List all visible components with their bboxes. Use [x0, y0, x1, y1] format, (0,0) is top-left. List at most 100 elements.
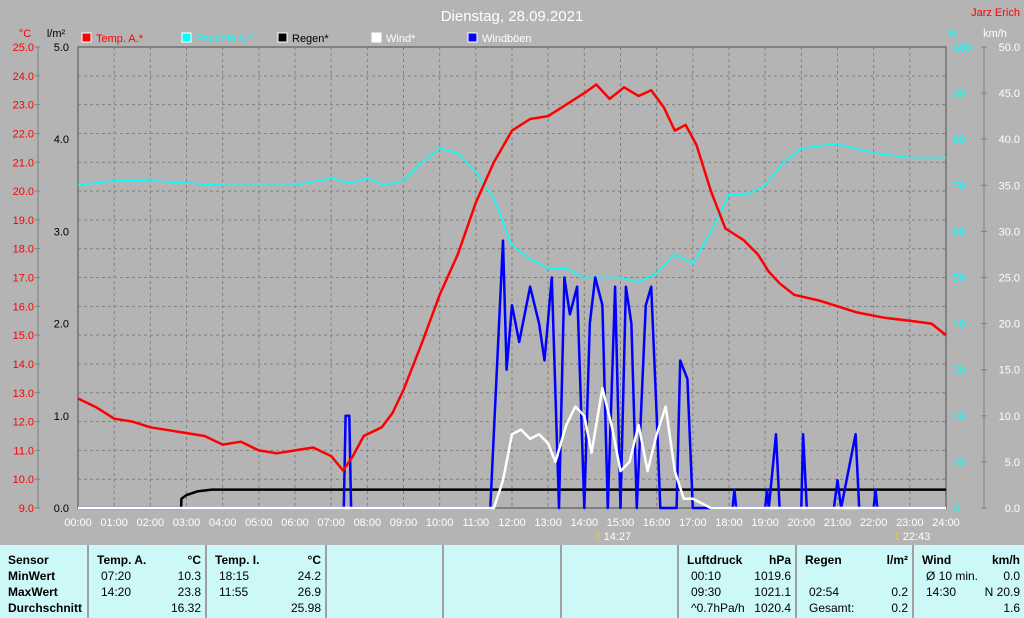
- humidity-tick-label: 10: [953, 457, 965, 469]
- x-tick-label: 09:00: [390, 517, 418, 529]
- column-header: Temp. I.: [215, 553, 260, 567]
- row-label-max: MaxWert: [8, 585, 58, 599]
- temp-tick-label: 24.0: [13, 71, 34, 83]
- x-tick-label: 02:00: [137, 517, 165, 529]
- legend-label: Windböen: [482, 33, 532, 45]
- humidity-tick-label: 50: [953, 273, 965, 285]
- weather-chart: Dienstag, 28.09.2021 Jarz Erich °C l/m² …: [13, 7, 1020, 543]
- x-tick-label: 03:00: [173, 517, 201, 529]
- sensor-column: Sensor MinWert MaxWert Durchschnitt: [0, 545, 87, 618]
- cell-time: ^0.7hPa/h: [691, 601, 745, 615]
- x-tick-label: 18:00: [715, 517, 743, 529]
- annotation-time: 14:27: [604, 531, 632, 543]
- wind-column: Wind km/h Ø 10 min. 0.0 14:30 N 20.9 1.6: [912, 545, 1024, 618]
- humidity-tick-label: 40: [953, 319, 965, 331]
- legend-swatch: [277, 32, 288, 43]
- axis-ticks: 00:00 01:00 02:00 03:00 04:00 05:00 06:00 07:00…: [13, 42, 1020, 529]
- temp-tick-label: 22.0: [13, 128, 34, 140]
- legend-label: Regen*: [292, 33, 329, 45]
- x-tick-label: 24:00: [932, 517, 960, 529]
- empty-column: [325, 545, 442, 618]
- temp-tick-label: 13.0: [13, 388, 34, 400]
- x-tick-label: 04:00: [209, 517, 237, 529]
- cell-value: 26.9: [297, 585, 321, 599]
- statistics-table: Sensor MinWert MaxWert Durchschnitt Temp…: [0, 545, 1024, 618]
- column-header: Wind: [922, 553, 952, 567]
- cell-value: 10.3: [177, 569, 201, 583]
- series-line-tempa: [77, 83, 947, 472]
- cell-value: 24.2: [297, 569, 321, 583]
- wind-tick-label: 15.0: [999, 365, 1020, 377]
- column-unit: l/m²: [886, 553, 908, 567]
- cell-time: 07:20: [101, 569, 132, 583]
- temp-tick-label: 25.0: [13, 42, 34, 54]
- cell-time: 18:15: [219, 569, 250, 583]
- column-header: Regen: [805, 553, 842, 567]
- cell-time: 14:30: [926, 585, 957, 599]
- x-tick-label: 14:00: [571, 517, 599, 529]
- humidity-tick-label: 100: [953, 42, 971, 54]
- author-label: Jarz Erich: [971, 7, 1020, 19]
- humidity-tick-label: 60: [953, 226, 965, 238]
- legend-label: Feuchte A.*: [196, 33, 254, 45]
- wind-tick-label: 40.0: [999, 134, 1020, 146]
- cell-time: 00:10: [691, 569, 722, 583]
- humidity-axis-unit: %: [947, 28, 957, 40]
- x-tick-label: 22:00: [860, 517, 888, 529]
- cell-value: 23.8: [177, 585, 201, 599]
- rain-axis-unit: l/m²: [47, 28, 66, 40]
- rain-tick-label: 0.0: [54, 503, 69, 515]
- temp-tick-label: 12.0: [13, 417, 34, 429]
- rain-tick-label: 4.0: [54, 134, 69, 146]
- wind-tick-label: 45.0: [999, 88, 1020, 100]
- temp-tick-label: 20.0: [13, 186, 34, 198]
- temp-tick-label: 23.0: [13, 100, 34, 112]
- sensor-header: Sensor: [8, 553, 49, 567]
- pressure-column: Luftdruck hPa 00:10 1019.6 09:30 1021.1 ^0.…: [677, 545, 795, 618]
- empty-column: [442, 545, 559, 618]
- wind-tick-label: 50.0: [999, 42, 1020, 54]
- temp-tick-label: 11.0: [13, 445, 34, 457]
- temp-a-column: Temp. A. °C 07:20 10.3 14:20 23.8 16.32: [87, 545, 205, 618]
- series-group: [77, 83, 947, 510]
- cell-time: 11:55: [219, 585, 249, 599]
- wind-tick-label: 20.0: [999, 319, 1020, 331]
- x-tick-label: 12:00: [498, 517, 526, 529]
- wind-tick-label: 0.0: [1005, 503, 1020, 515]
- column-unit: hPa: [768, 553, 791, 567]
- temp-tick-label: 9.0: [19, 503, 34, 515]
- x-tick-label: 06:00: [281, 517, 309, 529]
- cell-value: N 20.9: [984, 585, 1020, 599]
- cell-value: 1019.6: [754, 569, 791, 583]
- cell-value: 16.32: [170, 601, 201, 615]
- cell-value: 0.2: [891, 585, 908, 599]
- cell-value: 25.98: [290, 601, 321, 615]
- cell-value: 1021.1: [754, 585, 791, 599]
- x-tick-label: 07:00: [317, 517, 345, 529]
- column-header: Luftdruck: [687, 553, 743, 567]
- wind-tick-label: 10.0: [999, 411, 1020, 423]
- humidity-tick-label: 90: [953, 88, 965, 100]
- temp-i-column: Temp. I. °C 18:15 24.2 11:55 26.9 25.98: [205, 545, 325, 618]
- temp-tick-label: 18.0: [13, 244, 34, 256]
- rain-tick-label: 3.0: [54, 226, 69, 238]
- legend-label: Temp. A.*: [96, 33, 144, 45]
- row-label-avg: Durchschnitt: [8, 601, 83, 615]
- legend-swatch: [81, 32, 92, 43]
- series-line-feuchtea: [77, 143, 946, 283]
- x-tick-label: 16:00: [643, 517, 671, 529]
- cell-time: Gesamt:: [809, 601, 855, 615]
- x-tick-label: 05:00: [245, 517, 273, 529]
- cell-value: 1020.4: [754, 601, 791, 615]
- column-unit: °C: [307, 553, 321, 567]
- humidity-tick-label: 30: [953, 365, 965, 377]
- x-tick-label: 21:00: [824, 517, 852, 529]
- wind-tick-label: 35.0: [999, 180, 1020, 192]
- chart-title: Dienstag, 28.09.2021: [441, 8, 584, 25]
- wind-tick-label: 25.0: [999, 273, 1020, 285]
- legend-swatch: [181, 32, 192, 43]
- empty-column: [560, 545, 677, 618]
- temp-tick-label: 17.0: [13, 273, 34, 285]
- humidity-tick-label: 0: [953, 503, 959, 515]
- wind-tick-label: 5.0: [1005, 457, 1020, 469]
